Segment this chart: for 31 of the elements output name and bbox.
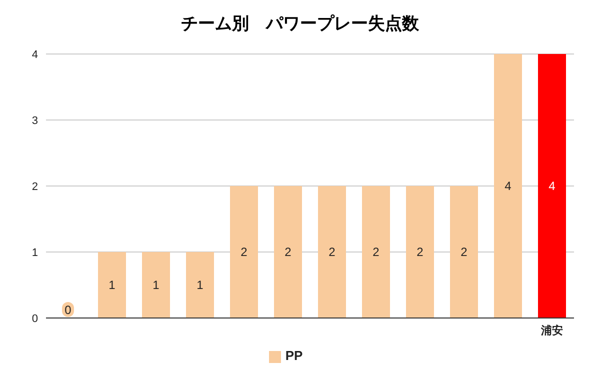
bar	[186, 252, 214, 318]
data-label: 1	[196, 278, 204, 292]
legend-label: PP	[285, 348, 303, 363]
bar	[406, 186, 434, 318]
data-label: 2	[284, 245, 292, 259]
bar	[318, 186, 346, 318]
bar	[230, 186, 258, 318]
chart-title: チーム別 パワープレー失点数	[180, 13, 420, 35]
data-label: 2	[460, 245, 468, 259]
y-tick-label: 4	[32, 48, 38, 61]
data-label: 1	[108, 278, 116, 292]
bar	[362, 186, 390, 318]
y-tick-label: 2	[32, 180, 38, 193]
bar	[274, 186, 302, 318]
bar	[142, 252, 170, 318]
data-label: 4	[504, 179, 512, 193]
bar	[538, 54, 566, 318]
y-tick-label: 0	[32, 312, 38, 325]
y-tick-label: 1	[32, 246, 38, 259]
x-tick-label: 浦安	[540, 324, 563, 337]
data-label: 2	[240, 245, 248, 259]
data-label: 2	[372, 245, 380, 259]
bar	[98, 252, 126, 318]
data-label: 0	[64, 303, 72, 317]
data-label: 2	[416, 245, 424, 259]
bar	[450, 186, 478, 318]
data-label: 4	[548, 179, 556, 193]
y-tick-label: 3	[32, 114, 38, 127]
data-label: 2	[328, 245, 336, 259]
bar	[494, 54, 522, 318]
data-label: 1	[152, 278, 160, 292]
